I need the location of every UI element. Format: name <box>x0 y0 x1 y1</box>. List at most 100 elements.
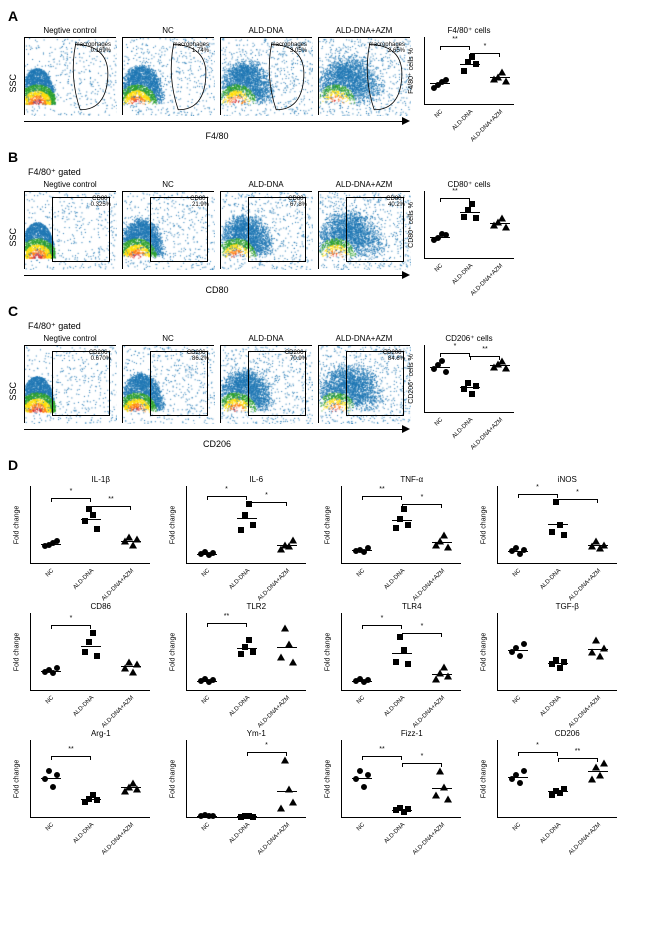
flow-plot: ALD-DNA+AZMmacrophages2.65% <box>318 26 410 115</box>
flow-plot: Negtive controlCD206+0.670% <box>24 334 116 423</box>
x-tick-label: ALD-DNA <box>539 568 562 591</box>
flow-plot: ALD-DNA+AZMCD206+84.6% <box>318 334 410 423</box>
x-tick-label: ALD-DNA <box>539 822 562 845</box>
x-tick-label: ALD-DNA+AZM <box>470 417 504 451</box>
chart-title: CD86 <box>30 602 172 611</box>
x-axis-label: F4/80 <box>24 131 410 141</box>
y-axis-label: Fold change <box>480 759 487 798</box>
x-tick-label: NC <box>45 822 55 832</box>
x-tick-label: NC <box>200 822 210 832</box>
x-tick-label: ALD-DNA+AZM <box>470 263 504 297</box>
x-tick-label: NC <box>434 109 444 119</box>
chart-title: TNF-α <box>341 475 483 484</box>
x-tick-label: NC <box>356 568 366 578</box>
x-tick-label: NC <box>434 263 444 273</box>
x-tick-label: ALD-DNA <box>228 695 251 718</box>
scatter-chart: TGF-βFold changeNCALD-DNAALD-DNA+AZM <box>497 602 639 717</box>
x-tick-label: ALD-DNA <box>451 417 474 440</box>
x-tick-label: NC <box>45 568 55 578</box>
x-tick-label: ALD-DNA <box>451 263 474 286</box>
plot-title: Negtive control <box>24 180 116 189</box>
x-tick-label: ALD-DNA <box>72 695 95 718</box>
chart-title: Ym-1 <box>186 729 328 738</box>
x-tick-label: ALD-DNA+AZM <box>412 568 446 602</box>
chart-title: iNOS <box>497 475 639 484</box>
flow-plot: Negtive controlmacrophages0.169% <box>24 26 116 115</box>
plot-title: ALD-DNA <box>220 334 312 343</box>
flow-plot: ALD-DNAmacrophages3.05% <box>220 26 312 115</box>
panel-label-C: C <box>8 303 642 319</box>
scatter-chart: CD80⁺ cellsCD80⁺ cells %NCALD-DNAALD-DNA… <box>424 180 514 285</box>
chart-title: CD80⁺ cells <box>424 180 514 189</box>
scatter-chart: TNF-αFold changeNCALD-DNAALD-DNA+AZM*** <box>341 475 483 590</box>
flow-plot: ALD-DNACD80+67.8% <box>220 180 312 269</box>
x-tick-label: ALD-DNA+AZM <box>412 822 446 856</box>
chart-title: CD206⁺ cells <box>424 334 514 343</box>
x-tick-label: ALD-DNA+AZM <box>256 568 290 602</box>
x-tick-label: ALD-DNA <box>539 695 562 718</box>
x-tick-label: ALD-DNA <box>228 822 251 845</box>
x-tick-label: ALD-DNA <box>383 822 406 845</box>
chart-title: TLR2 <box>186 602 328 611</box>
plot-title: ALD-DNA <box>220 180 312 189</box>
scatter-chart: TLR4Fold changeNCALD-DNAALD-DNA+AZM** <box>341 602 483 717</box>
scatter-chart: IL-1βFold changeNCALD-DNAALD-DNA+AZM*** <box>30 475 172 590</box>
x-tick-label: NC <box>511 695 521 705</box>
x-tick-label: NC <box>200 568 210 578</box>
plot-title: ALD-DNA+AZM <box>318 26 410 35</box>
x-axis-label: CD206 <box>24 439 410 449</box>
flow-plot: NCCD80+21.9% <box>122 180 214 269</box>
plot-title: ALD-DNA+AZM <box>318 334 410 343</box>
plot-title: ALD-DNA <box>220 26 312 35</box>
y-axis-label: Fold change <box>480 632 487 671</box>
y-axis-label: Fold change <box>169 759 176 798</box>
x-tick-label: NC <box>45 695 55 705</box>
x-tick-label: ALD-DNA <box>72 568 95 591</box>
scatter-chart: F4/80⁺ cellsF4/80⁺ cells %NCALD-DNAALD-D… <box>424 26 514 131</box>
flow-plot: Negtive controlCD80+0.325% <box>24 180 116 269</box>
x-tick-label: ALD-DNA+AZM <box>567 822 601 856</box>
plot-title: Negtive control <box>24 334 116 343</box>
y-axis-label: Fold change <box>14 759 21 798</box>
x-tick-label: ALD-DNA+AZM <box>256 695 290 729</box>
x-tick-label: ALD-DNA+AZM <box>412 695 446 729</box>
scatter-chart: iNOSFold changeNCALD-DNAALD-DNA+AZM** <box>497 475 639 590</box>
x-tick-label: ALD-DNA <box>383 695 406 718</box>
figure-root: A SSC Negtive controlmacrophages0.169%NCma… <box>0 0 650 852</box>
scatter-chart: TLR2Fold changeNCALD-DNAALD-DNA+AZM** <box>186 602 328 717</box>
x-axis-label: CD80 <box>24 285 410 295</box>
flow-plot: NCCD206+86.2% <box>122 334 214 423</box>
chart-title: CD206 <box>497 729 639 738</box>
flow-plot: ALD-DNACD206+70.9% <box>220 334 312 423</box>
y-axis-label: F4/80⁺ cells % <box>407 48 415 94</box>
panel-label-A: A <box>8 8 642 24</box>
x-tick-label: ALD-DNA+AZM <box>101 695 135 729</box>
x-tick-label: ALD-DNA+AZM <box>567 695 601 729</box>
panel-subtitle: F4/80⁺ gated <box>8 167 642 178</box>
chart-title: TLR4 <box>341 602 483 611</box>
x-tick-label: ALD-DNA+AZM <box>256 822 290 856</box>
x-tick-label: ALD-DNA <box>228 568 251 591</box>
chart-title: TGF-β <box>497 602 639 611</box>
scatter-chart: IL-6Fold changeNCALD-DNAALD-DNA+AZM** <box>186 475 328 590</box>
x-tick-label: ALD-DNA <box>383 568 406 591</box>
scatter-chart: CD86Fold changeNCALD-DNAALD-DNA+AZM* <box>30 602 172 717</box>
flow-plot: NCmacrophages1.74% <box>122 26 214 115</box>
chart-title: F4/80⁺ cells <box>424 26 514 35</box>
y-axis-label: CD206⁺ cells % <box>407 354 415 404</box>
panel-label-B: B <box>8 149 642 165</box>
x-tick-label: NC <box>434 417 444 427</box>
x-tick-label: NC <box>511 822 521 832</box>
plot-title: NC <box>122 180 214 189</box>
panel-label-D: D <box>8 457 642 473</box>
y-axis-label: Fold change <box>325 759 332 798</box>
scatter-chart: Arg-1Fold changeNCALD-DNAALD-DNA+AZM** <box>30 729 172 844</box>
plot-title: ALD-DNA+AZM <box>318 180 410 189</box>
y-axis-label: Fold change <box>14 505 21 544</box>
panel-subtitle: F4/80⁺ gated <box>8 321 642 332</box>
ssc-label: SSC <box>8 228 18 247</box>
chart-title: Arg-1 <box>30 729 172 738</box>
y-axis-label: Fold change <box>14 632 21 671</box>
x-tick-label: ALD-DNA+AZM <box>101 568 135 602</box>
x-tick-label: NC <box>356 695 366 705</box>
